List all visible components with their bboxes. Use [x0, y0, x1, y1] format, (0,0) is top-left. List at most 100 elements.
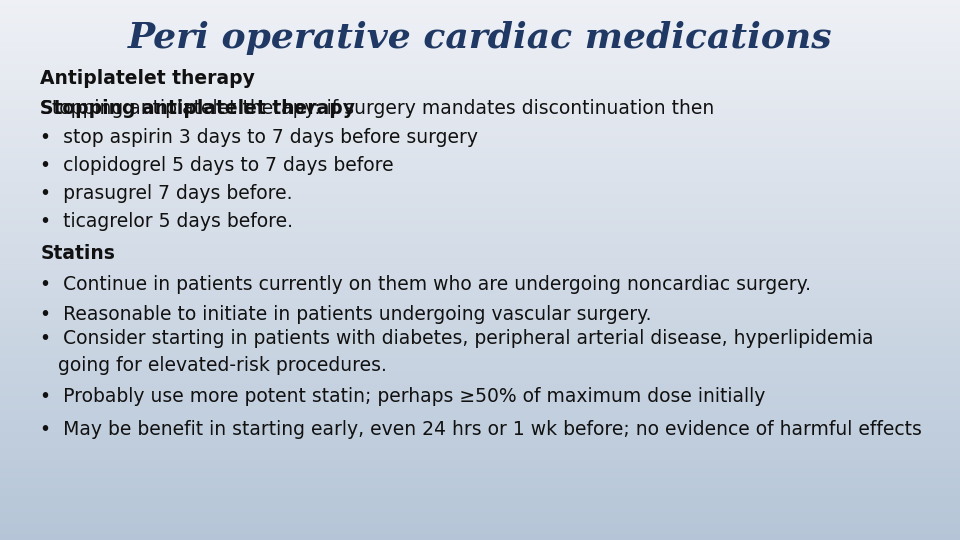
Bar — [0, 446, 960, 447]
Bar — [0, 278, 960, 280]
Bar — [0, 15, 960, 16]
Bar — [0, 258, 960, 259]
Bar — [0, 92, 960, 93]
Bar — [0, 32, 960, 33]
Bar — [0, 509, 960, 510]
Bar — [0, 502, 960, 503]
Bar — [0, 411, 960, 413]
Bar — [0, 28, 960, 30]
Bar — [0, 324, 960, 325]
Bar — [0, 49, 960, 50]
Bar — [0, 14, 960, 15]
Bar — [0, 483, 960, 485]
Text: Peri operative cardiac medications: Peri operative cardiac medications — [128, 21, 832, 55]
Bar — [0, 174, 960, 176]
Text: •  Reasonable to initiate in patients undergoing vascular surgery.: • Reasonable to initiate in patients und… — [40, 305, 652, 324]
Bar — [0, 179, 960, 181]
Bar — [0, 261, 960, 262]
Bar — [0, 397, 960, 399]
Bar — [0, 85, 960, 86]
Bar — [0, 417, 960, 418]
Bar — [0, 43, 960, 45]
Bar — [0, 460, 960, 462]
Bar — [0, 346, 960, 347]
Text: •  ticagrelor 5 days before.: • ticagrelor 5 days before. — [40, 212, 294, 232]
Bar — [0, 262, 960, 263]
Bar — [0, 437, 960, 438]
Bar — [0, 462, 960, 463]
Bar — [0, 126, 960, 127]
Bar — [0, 481, 960, 482]
Bar — [0, 248, 960, 249]
Bar — [0, 280, 960, 281]
Bar — [0, 322, 960, 324]
Bar — [0, 61, 960, 62]
Bar — [0, 130, 960, 131]
Bar — [0, 273, 960, 274]
Bar — [0, 159, 960, 160]
Bar — [0, 370, 960, 372]
Text: •  stop aspirin 3 days to 7 days before surgery: • stop aspirin 3 days to 7 days before s… — [40, 128, 478, 147]
Bar — [0, 116, 960, 117]
Bar — [0, 513, 960, 514]
Bar — [0, 78, 960, 79]
Bar — [0, 394, 960, 395]
Bar — [0, 237, 960, 238]
Bar — [0, 354, 960, 355]
Bar — [0, 259, 960, 261]
Bar — [0, 373, 960, 374]
Bar — [0, 458, 960, 459]
Bar — [0, 100, 960, 102]
Text: Stopping antiplatelet therapy: Stopping antiplatelet therapy — [40, 98, 355, 118]
Bar — [0, 530, 960, 532]
Bar — [0, 253, 960, 254]
Bar — [0, 120, 960, 122]
Bar — [0, 351, 960, 353]
Bar — [0, 316, 960, 317]
Bar — [0, 221, 960, 222]
Bar — [0, 435, 960, 436]
Bar — [0, 136, 960, 138]
Bar — [0, 109, 960, 111]
Bar — [0, 302, 960, 303]
Bar — [0, 327, 960, 328]
Bar — [0, 4, 960, 5]
Bar — [0, 381, 960, 382]
Bar — [0, 432, 960, 433]
Bar — [0, 154, 960, 156]
Bar — [0, 86, 960, 87]
Bar — [0, 291, 960, 292]
Bar — [0, 57, 960, 58]
Bar — [0, 486, 960, 487]
Bar — [0, 249, 960, 251]
Bar — [0, 16, 960, 17]
Bar — [0, 449, 960, 451]
Bar — [0, 355, 960, 356]
Bar — [0, 464, 960, 465]
Bar — [0, 526, 960, 528]
Bar — [0, 62, 960, 64]
Bar — [0, 468, 960, 470]
Bar — [0, 213, 960, 214]
Bar — [0, 59, 960, 60]
Bar — [0, 201, 960, 202]
Bar — [0, 339, 960, 340]
Bar — [0, 17, 960, 19]
Bar — [0, 447, 960, 448]
Bar — [0, 516, 960, 517]
Bar — [0, 467, 960, 468]
Bar — [0, 377, 960, 378]
Bar — [0, 508, 960, 509]
Text: •  Consider starting in patients with diabetes, peripheral arterial disease, hyp: • Consider starting in patients with dia… — [40, 329, 874, 375]
Bar — [0, 308, 960, 309]
Bar — [0, 390, 960, 392]
Bar — [0, 368, 960, 370]
Bar — [0, 181, 960, 183]
Bar — [0, 228, 960, 230]
Bar — [0, 255, 960, 256]
Bar — [0, 379, 960, 381]
Bar — [0, 455, 960, 456]
Bar — [0, 224, 960, 226]
Text: •  Continue in patients currently on them who are undergoing noncardiac surgery.: • Continue in patients currently on them… — [40, 274, 811, 294]
Bar — [0, 219, 960, 220]
